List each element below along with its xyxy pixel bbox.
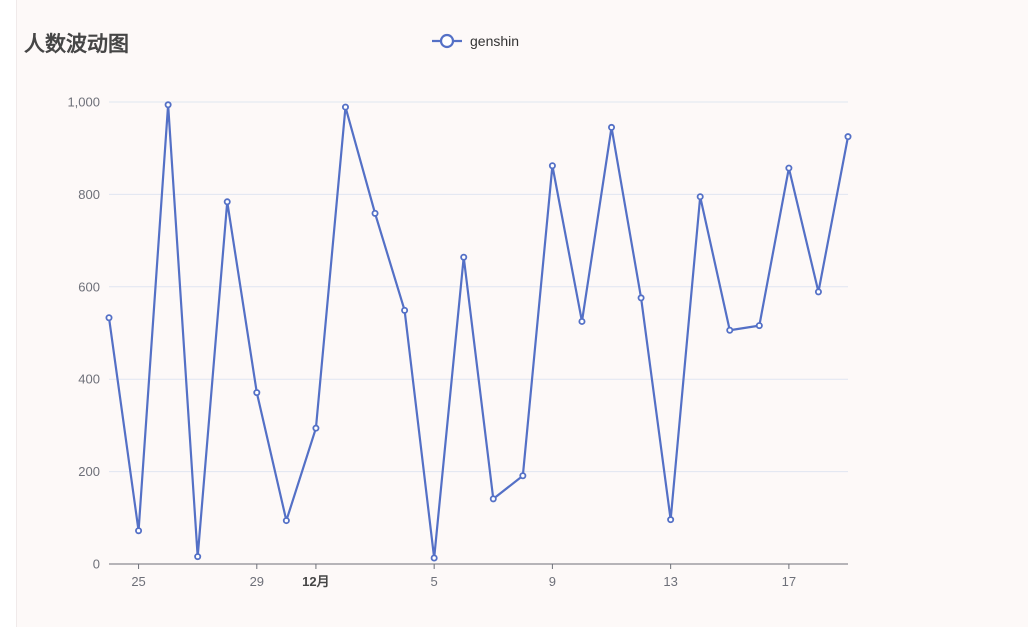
data-point-12-09 [548, 162, 556, 170]
data-point-11-29 [253, 389, 261, 397]
data-point-12-02 [341, 103, 349, 111]
legend-marker-icon [439, 33, 455, 49]
x-tick-label-12-01: 12月 [302, 574, 329, 589]
data-point-11-27 [194, 553, 202, 561]
data-point-12-07 [489, 495, 497, 503]
series-genshin [105, 101, 852, 562]
data-point-12-18 [814, 288, 822, 296]
data-point-11-26 [164, 101, 172, 109]
x-axis: 25 29 12月 5 9 13 17 [109, 563, 848, 589]
data-point-11-24 [105, 314, 113, 322]
x-tick-label-12-13: 13 [663, 574, 677, 589]
x-tick-label-12-09: 9 [549, 574, 556, 589]
legend[interactable]: genshin [432, 33, 519, 49]
data-point-12-04 [401, 306, 409, 314]
data-point-12-14 [696, 193, 704, 201]
x-tick-label-12-17: 17 [782, 574, 796, 589]
data-point-11-30 [282, 517, 290, 525]
data-point-12-05 [430, 554, 438, 562]
data-point-12-16 [755, 322, 763, 330]
series-line-genshin [107, 103, 850, 560]
legend-item-genshin[interactable]: genshin [432, 33, 519, 49]
x-tick-label-11-25: 25 [131, 574, 145, 589]
y-tick-label-0: 0 [93, 557, 100, 572]
data-point-12-06 [460, 253, 468, 261]
y-tick-label-1000: 1,000 [67, 95, 100, 110]
data-point-12-08 [519, 472, 527, 480]
y-tick-label-200: 200 [78, 464, 100, 479]
data-point-12-17 [785, 164, 793, 172]
y-tick-label-400: 400 [78, 372, 100, 387]
y-axis: 0 200 400 600 800 1,000 [67, 95, 100, 572]
x-tick-label-11-29: 29 [250, 574, 264, 589]
x-tick-label-12-05: 5 [431, 574, 438, 589]
y-tick-label-600: 600 [78, 279, 100, 294]
data-point-12-12 [637, 294, 645, 302]
chart-panel [16, 0, 1028, 627]
data-point-12-03 [371, 209, 379, 217]
data-point-11-25 [135, 527, 143, 535]
legend-label: genshin [470, 33, 519, 49]
chart-title: 人数波动图 [24, 32, 129, 56]
data-point-12-11 [608, 123, 616, 131]
data-point-12-15 [726, 326, 734, 334]
data-point-12-10 [578, 317, 586, 325]
data-point-12-13 [667, 516, 675, 524]
y-tick-label-800: 800 [78, 187, 100, 202]
data-point-12-19 [844, 133, 852, 141]
data-point-11-28 [223, 198, 231, 206]
data-point-12-01 [312, 424, 320, 432]
